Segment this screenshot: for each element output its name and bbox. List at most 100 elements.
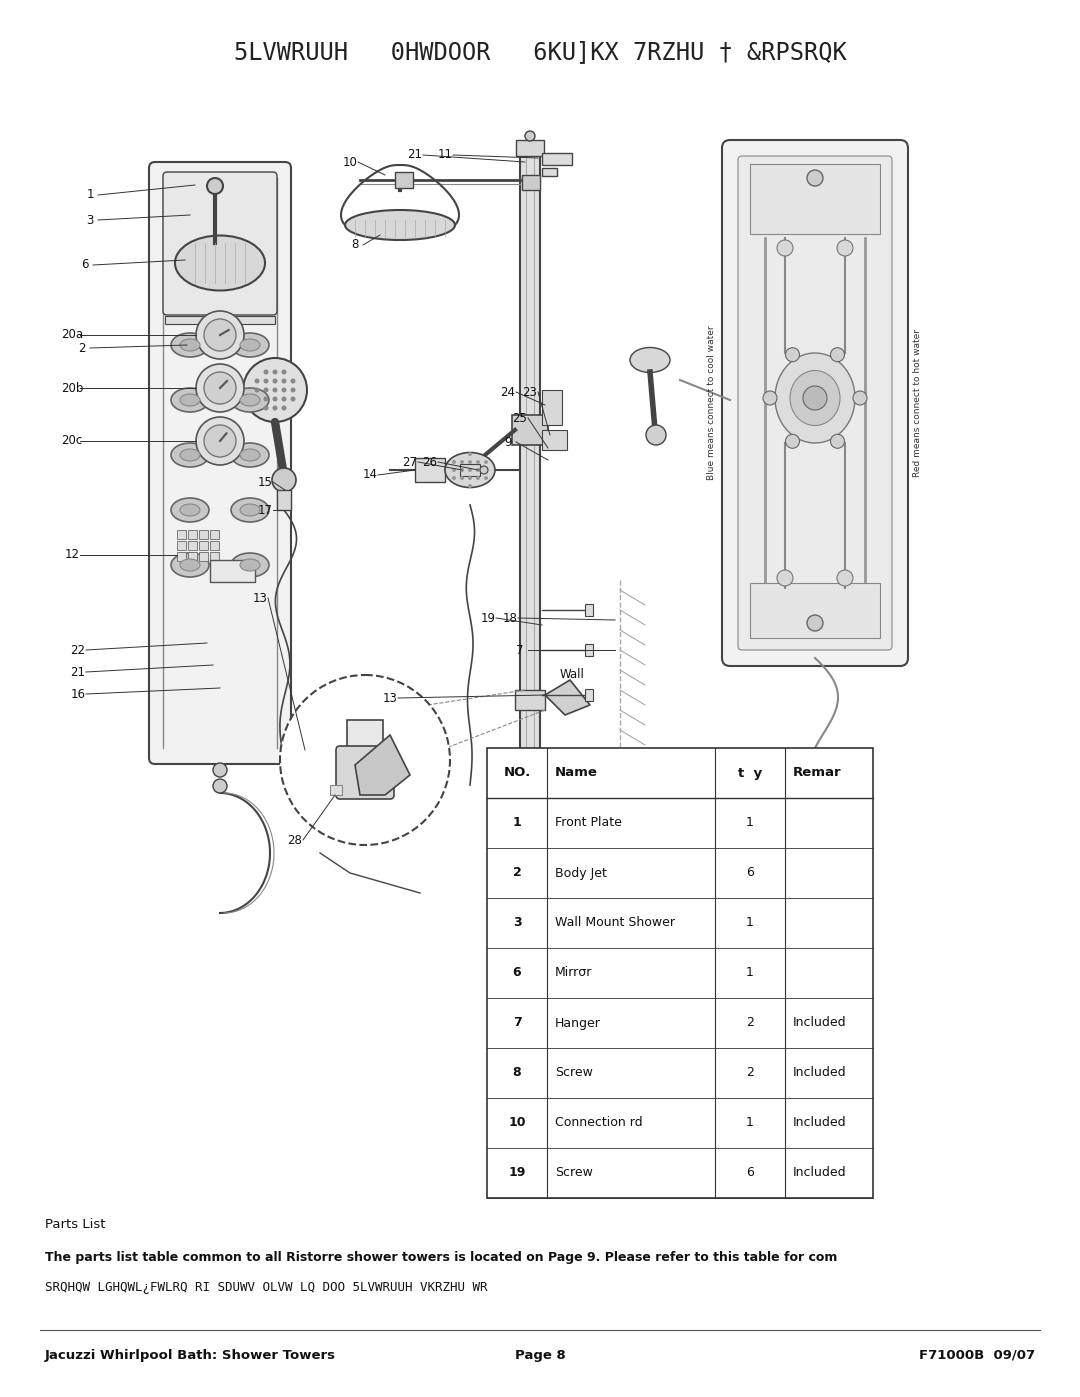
Ellipse shape xyxy=(180,394,200,407)
Circle shape xyxy=(460,476,464,481)
Text: 10: 10 xyxy=(509,1116,526,1130)
Text: Connection rd: Connection rd xyxy=(555,1116,643,1130)
Ellipse shape xyxy=(240,504,260,515)
Ellipse shape xyxy=(231,443,269,467)
Text: Blue means connect to cool water: Blue means connect to cool water xyxy=(707,326,716,481)
Circle shape xyxy=(807,170,823,186)
Text: 16: 16 xyxy=(70,687,85,700)
Circle shape xyxy=(264,397,269,401)
Text: Included: Included xyxy=(793,1066,847,1080)
Bar xyxy=(487,747,873,1199)
Text: 28: 28 xyxy=(287,834,302,847)
Bar xyxy=(542,430,567,450)
Circle shape xyxy=(468,476,472,481)
Text: 1: 1 xyxy=(746,816,754,830)
Bar xyxy=(199,552,208,562)
Circle shape xyxy=(264,387,269,393)
Ellipse shape xyxy=(345,210,455,240)
Bar xyxy=(210,552,219,562)
Ellipse shape xyxy=(180,448,200,461)
Circle shape xyxy=(468,460,472,464)
Ellipse shape xyxy=(231,332,269,358)
Text: Screw: Screw xyxy=(555,1166,593,1179)
Bar xyxy=(177,529,186,539)
Text: 21: 21 xyxy=(70,665,85,679)
Circle shape xyxy=(804,386,827,409)
Text: 20c: 20c xyxy=(62,434,83,447)
Text: 2: 2 xyxy=(746,1017,754,1030)
Circle shape xyxy=(195,312,244,359)
Text: 8: 8 xyxy=(351,239,359,251)
Circle shape xyxy=(476,460,480,464)
Text: 2: 2 xyxy=(746,1066,754,1080)
Text: Hanger: Hanger xyxy=(555,1017,600,1030)
Text: 6: 6 xyxy=(746,866,754,880)
Text: Remar: Remar xyxy=(793,767,841,780)
Circle shape xyxy=(291,397,296,401)
Text: 5LVWRUUH   0HWDOOR   6KU]KX 7RZHU † &RPSRQK: 5LVWRUUH 0HWDOOR 6KU]KX 7RZHU † &RPSRQK xyxy=(233,41,847,64)
Circle shape xyxy=(777,570,793,585)
Bar xyxy=(542,168,557,176)
Circle shape xyxy=(837,570,853,585)
Bar xyxy=(522,175,540,190)
Circle shape xyxy=(785,348,799,362)
Ellipse shape xyxy=(175,236,265,291)
Bar xyxy=(165,316,275,324)
Bar xyxy=(524,789,536,830)
Bar xyxy=(210,529,219,539)
Circle shape xyxy=(762,391,777,405)
Polygon shape xyxy=(545,680,590,715)
Text: 7: 7 xyxy=(513,1017,522,1030)
Circle shape xyxy=(213,780,227,793)
FancyBboxPatch shape xyxy=(738,156,892,650)
Text: SRQHQW LGHQWL¿FWLRQ RI SDUWV OLVW LQ DOO 5LVWRUUH VKRZHU WR: SRQHQW LGHQWL¿FWLRQ RI SDUWV OLVW LQ DOO… xyxy=(45,1281,487,1295)
Text: 1: 1 xyxy=(746,1116,754,1130)
Circle shape xyxy=(282,397,286,401)
Text: 10: 10 xyxy=(342,155,357,169)
Circle shape xyxy=(853,391,867,405)
Circle shape xyxy=(453,460,456,464)
Circle shape xyxy=(476,476,480,481)
Text: 12: 12 xyxy=(65,549,80,562)
Circle shape xyxy=(476,468,480,472)
Circle shape xyxy=(460,460,464,464)
Bar xyxy=(276,490,291,510)
Text: 11: 11 xyxy=(437,148,453,162)
Circle shape xyxy=(255,379,259,384)
Circle shape xyxy=(291,387,296,393)
Ellipse shape xyxy=(240,559,260,571)
Circle shape xyxy=(272,369,278,374)
Bar xyxy=(415,458,445,482)
Text: 19: 19 xyxy=(509,1166,526,1179)
Circle shape xyxy=(255,387,259,393)
Ellipse shape xyxy=(180,504,200,515)
Circle shape xyxy=(282,387,286,393)
Text: Screw: Screw xyxy=(555,1066,593,1080)
Bar xyxy=(750,163,880,235)
Text: 13: 13 xyxy=(382,692,397,704)
Text: 17: 17 xyxy=(257,503,272,517)
Text: Mirrσr: Mirrσr xyxy=(555,967,592,979)
Text: Red means connect to hot water: Red means connect to hot water xyxy=(914,330,922,476)
Circle shape xyxy=(453,476,456,481)
Bar xyxy=(188,541,197,550)
Circle shape xyxy=(480,467,488,474)
Circle shape xyxy=(468,453,472,455)
Text: Wall Mount Shower: Wall Mount Shower xyxy=(555,916,675,929)
Text: 1: 1 xyxy=(746,967,754,979)
Text: 6: 6 xyxy=(513,967,522,979)
Bar xyxy=(512,415,548,446)
Circle shape xyxy=(207,177,222,194)
Text: 3: 3 xyxy=(86,214,94,226)
Bar xyxy=(460,464,480,476)
Text: Jacuzzi Whirlpool Bath: Shower Towers: Jacuzzi Whirlpool Bath: Shower Towers xyxy=(45,1348,336,1362)
Circle shape xyxy=(282,379,286,384)
Text: 20a: 20a xyxy=(60,328,83,341)
Circle shape xyxy=(484,468,488,472)
Text: 27: 27 xyxy=(403,455,418,468)
Bar xyxy=(347,719,383,789)
Circle shape xyxy=(272,468,296,492)
Bar xyxy=(585,689,593,701)
Text: 19: 19 xyxy=(481,612,496,624)
Bar xyxy=(585,604,593,616)
